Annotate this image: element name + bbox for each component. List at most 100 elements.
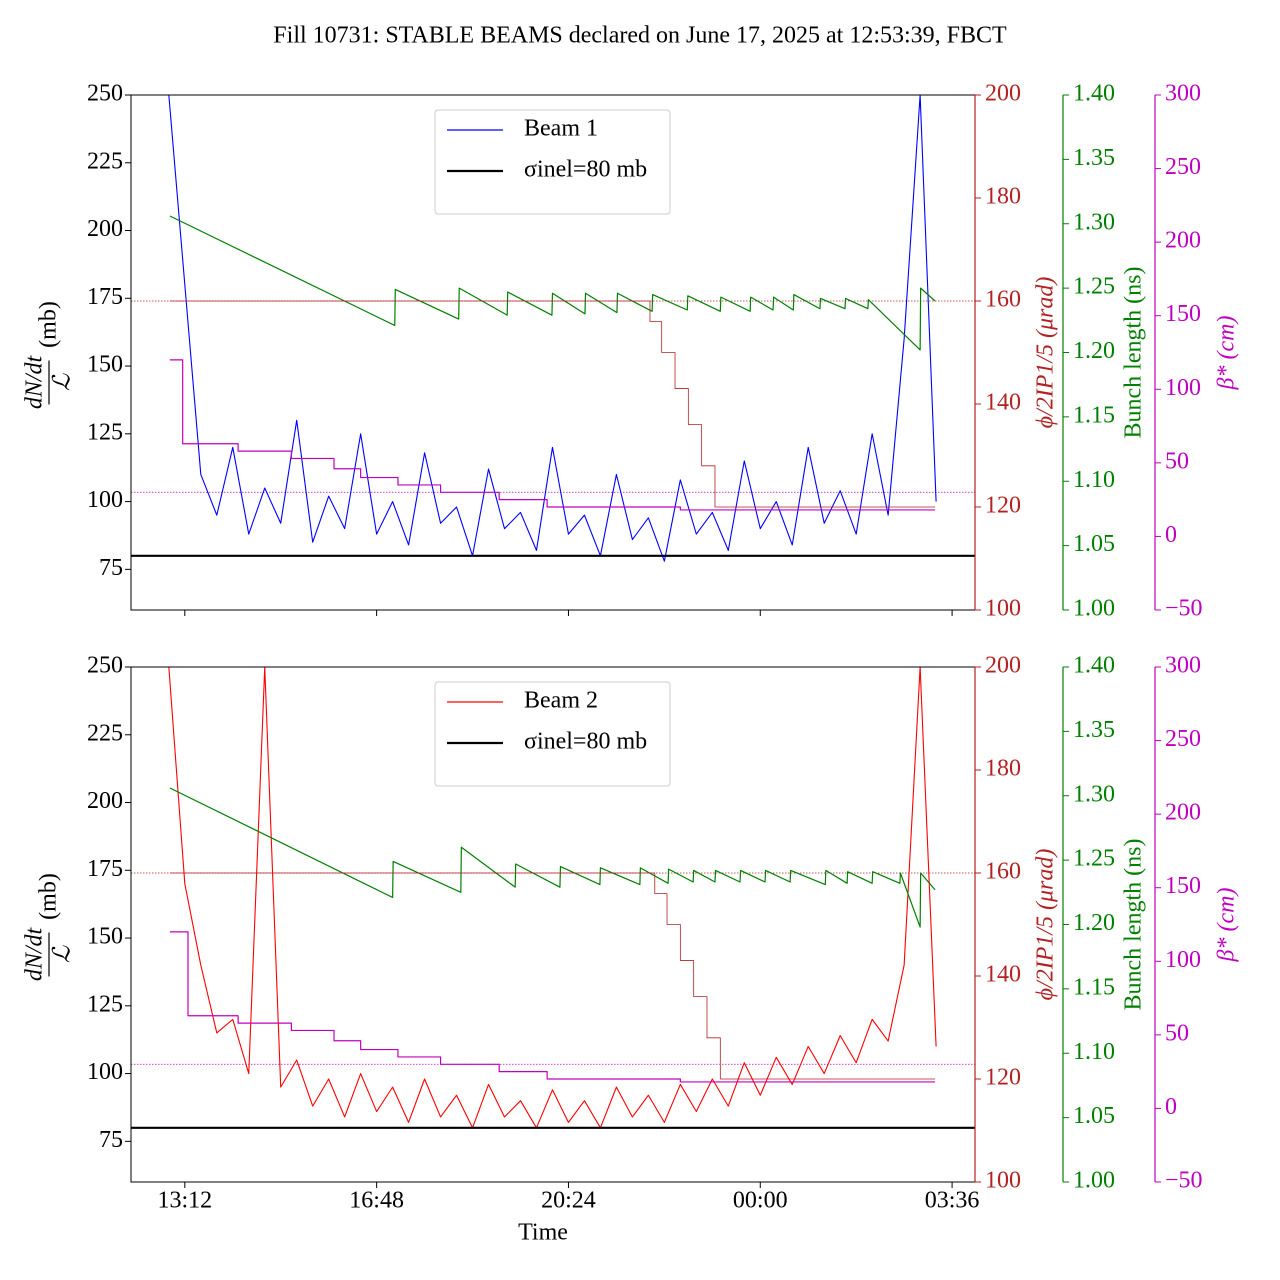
- y-tick-label: −50: [1165, 596, 1203, 622]
- x-tick-label: 20:24: [541, 1188, 596, 1214]
- y-tick-label: 225: [87, 720, 123, 746]
- y-tick-label: 1.15: [1073, 402, 1115, 428]
- y-tick-label: 100: [985, 596, 1021, 622]
- y-label-numerator: dN/dt: [22, 354, 48, 409]
- y-tick-label: 1.15: [1073, 974, 1115, 1000]
- y-tick-label: 1.25: [1073, 274, 1115, 300]
- panel: 75 100 125 150 175 200 225 250 dN/dt ℒ (mb) 100 120 1…: [22, 653, 1240, 1246]
- legend: Beam 2 σinel=80 mb: [434, 681, 671, 787]
- legend-label: Beam 1: [524, 116, 598, 142]
- y-tick-label: 150: [87, 352, 123, 378]
- y-tick-label: −50: [1165, 1168, 1203, 1194]
- x-tick-label: 00:00: [733, 1188, 788, 1214]
- y-tick-label: 125: [87, 419, 123, 445]
- x-tick-label: 03:36: [925, 1188, 980, 1214]
- y-label-unit: (mb): [36, 301, 62, 348]
- y-tick-label: 1.10: [1073, 1039, 1115, 1065]
- legend-label: Beam 2: [524, 688, 598, 714]
- panel: 75 100 125 150 175 200 225 250 dN/dt ℒ (mb) 100 120 1…: [22, 81, 1240, 622]
- y-tick-label: 200: [1165, 228, 1201, 254]
- y-tick-label: 200: [87, 788, 123, 814]
- y-tick-label: 140: [985, 390, 1021, 416]
- y-tick-label: 100: [1165, 947, 1201, 973]
- y-tick-label: 300: [1165, 81, 1201, 107]
- y-tick-label: 50: [1165, 1020, 1189, 1046]
- y-tick-label: 200: [985, 81, 1021, 107]
- y-tick-label: 100: [1165, 375, 1201, 401]
- legend: Beam 1 σinel=80 mb: [434, 109, 671, 215]
- beam-line: [168, 667, 937, 1129]
- y-tick-label: 125: [87, 991, 123, 1017]
- y-label-unit: (mb): [36, 873, 62, 920]
- y-tick-label: 150: [1165, 873, 1201, 899]
- y-tick-label: 0: [1165, 522, 1177, 548]
- y-tick-label: 300: [1165, 653, 1201, 679]
- y-tick-label: 0: [1165, 1094, 1177, 1120]
- y-tick-label: 150: [87, 924, 123, 950]
- y-label-denominator: ℒ: [50, 945, 76, 963]
- y-tick-label: 1.30: [1073, 781, 1115, 807]
- y-tick-label: 250: [87, 81, 123, 107]
- y-axis-label: ϕ/2IP1/5 (μrad): [1033, 849, 1059, 1001]
- y-axis-label: β* (cm): [1214, 888, 1240, 963]
- y-tick-label: 1.10: [1073, 467, 1115, 493]
- y-axis-label: Bunch length (ns): [1121, 839, 1147, 1011]
- y-tick-label: 120: [985, 493, 1021, 519]
- y-tick-label: 200: [985, 653, 1021, 679]
- y-tick-label: 100: [87, 487, 123, 513]
- y-axis-label: β* (cm): [1214, 316, 1240, 391]
- axis-line-series: [169, 300, 936, 508]
- y-tick-label: 75: [99, 1127, 123, 1153]
- y-tick-label: 1.35: [1073, 145, 1115, 171]
- axis-line-series: [169, 787, 936, 928]
- y-tick-label: 1.20: [1073, 910, 1115, 936]
- axis-line-series: [169, 872, 936, 1080]
- y-tick-label: 140: [985, 962, 1021, 988]
- y-tick-label: 1.40: [1073, 653, 1115, 679]
- y-label-denominator: ℒ: [50, 373, 76, 391]
- y-tick-label: 75: [99, 555, 123, 581]
- y-tick-label: 180: [985, 184, 1021, 210]
- y-tick-label: 50: [1165, 448, 1189, 474]
- y-tick-label: 180: [985, 756, 1021, 782]
- y-axis-label: dN/dt ℒ (mb): [22, 873, 76, 981]
- y-tick-label: 175: [87, 284, 123, 310]
- y-tick-label: 1.30: [1073, 209, 1115, 235]
- y-axis-label: ϕ/2IP1/5 (μrad): [1033, 277, 1059, 429]
- axis-line-series: [169, 359, 936, 511]
- y-tick-label: 150: [1165, 301, 1201, 327]
- x-tick-label: 16:48: [349, 1188, 404, 1214]
- y-tick-label: 1.05: [1073, 531, 1115, 557]
- axis-line-series: [169, 931, 936, 1083]
- plot-area: [131, 95, 975, 562]
- y-tick-label: 1.25: [1073, 846, 1115, 872]
- y-tick-label: 200: [1165, 800, 1201, 826]
- y-tick-label: 250: [1165, 726, 1201, 752]
- y-tick-label: 100: [87, 1059, 123, 1085]
- legend-label: σinel=80 mb: [524, 157, 647, 183]
- y-tick-label: 250: [87, 653, 123, 679]
- x-axis-label: Time: [518, 1220, 568, 1246]
- y-tick-label: 1.35: [1073, 717, 1115, 743]
- beam-line: [168, 95, 937, 562]
- y-tick-label: 1.20: [1073, 338, 1115, 364]
- legend-box: [434, 681, 671, 787]
- y-tick-label: 1.00: [1073, 1168, 1115, 1194]
- y-tick-label: 100: [985, 1168, 1021, 1194]
- x-tick-label: 13:12: [157, 1188, 212, 1214]
- legend-label: σinel=80 mb: [524, 729, 647, 755]
- figure-title: Fill 10731: STABLE BEAMS declared on Jun…: [273, 23, 1007, 49]
- y-tick-label: 120: [985, 1065, 1021, 1091]
- axis-line-series: [169, 215, 936, 351]
- y-tick-label: 250: [1165, 154, 1201, 180]
- y-tick-label: 175: [87, 856, 123, 882]
- y-tick-label: 1.05: [1073, 1103, 1115, 1129]
- y-tick-label: 160: [985, 859, 1021, 885]
- y-axis-label: Bunch length (ns): [1121, 267, 1147, 439]
- legend-box: [434, 109, 671, 215]
- y-tick-label: 1.00: [1073, 596, 1115, 622]
- y-axis-label: dN/dt ℒ (mb): [22, 301, 76, 409]
- plot-area: [131, 667, 975, 1129]
